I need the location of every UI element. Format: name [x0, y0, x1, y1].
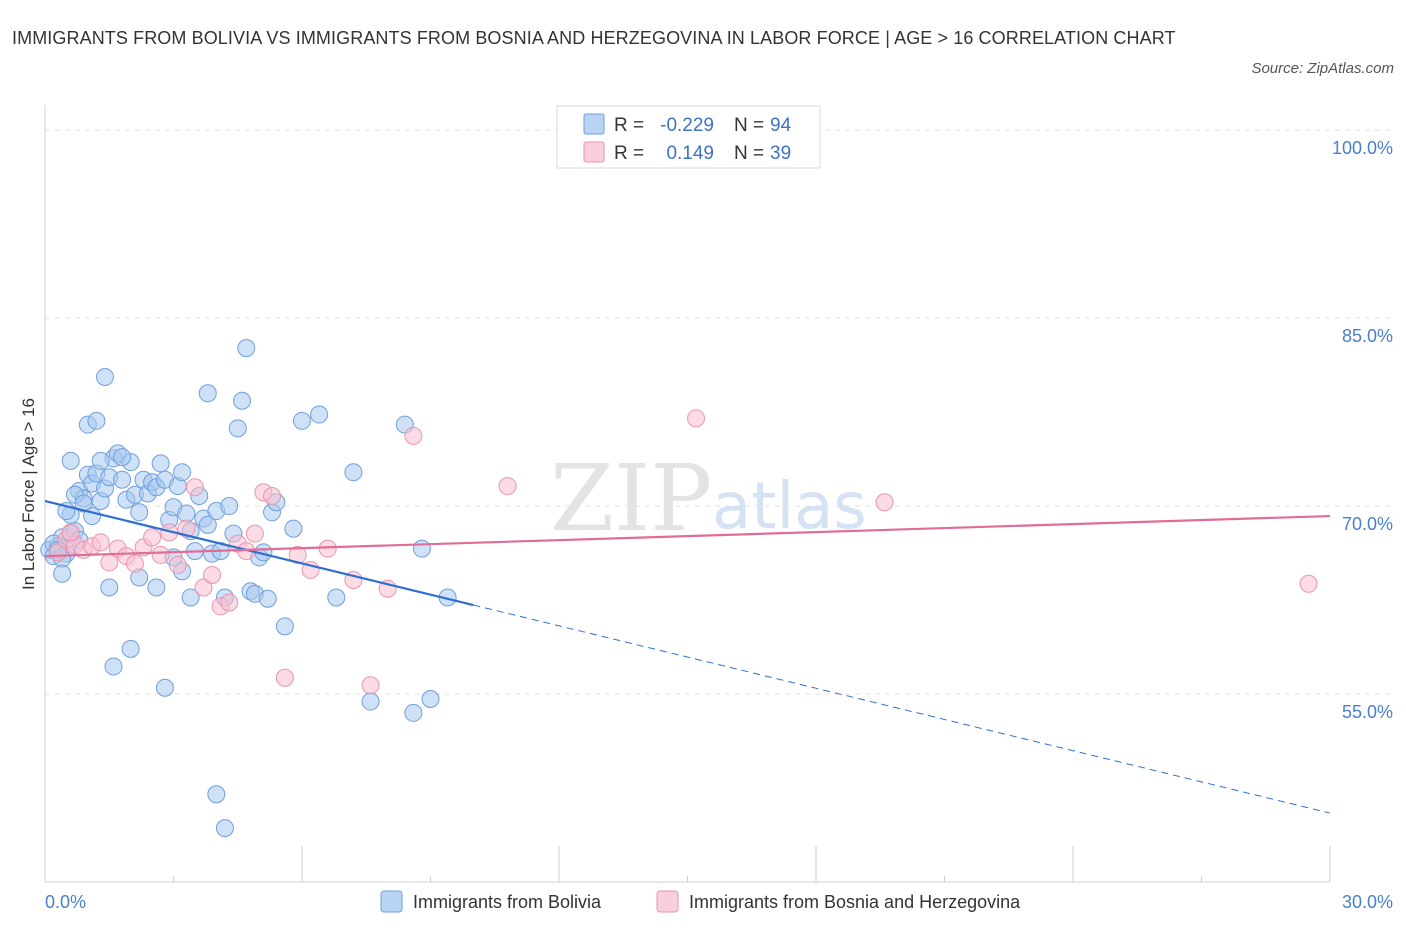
legend-label-bolivia: Immigrants from Bolivia	[413, 892, 602, 912]
bosnia-point	[220, 593, 239, 612]
bolivia-point	[215, 819, 234, 838]
bolivia-point	[421, 690, 440, 709]
bolivia-point	[233, 391, 252, 410]
bosnia-point	[1299, 574, 1318, 593]
bolivia-point	[327, 588, 346, 607]
bolivia-point	[220, 497, 239, 516]
bolivia-point	[293, 411, 311, 430]
bosnia-point	[91, 533, 110, 552]
bolivia-point	[207, 785, 226, 804]
stats-swatch-bosnia	[583, 141, 605, 163]
stats-n-value-bosnia: 39	[770, 143, 791, 164]
stats-box: R = -0.229 N = 94 R = 0.149 N = 39	[556, 105, 821, 169]
legend: Immigrants from Bolivia Immigrants from …	[380, 890, 1021, 913]
watermark-zip: ZIP	[550, 445, 712, 552]
stats-r-value-bosnia: 0.149	[666, 143, 714, 164]
bolivia-point	[87, 411, 106, 430]
bosnia-point	[61, 523, 80, 542]
bosnia-trend-line	[44, 514, 1331, 558]
bosnia-point	[361, 676, 380, 695]
bosnia-point	[203, 565, 222, 584]
bolivia-point	[53, 564, 72, 583]
bolivia-point	[198, 384, 217, 403]
stats-n-value-bolivia: 94	[770, 115, 792, 136]
x-tick-label-max: 30.0%	[1342, 892, 1393, 912]
legend-swatch-bosnia	[656, 890, 679, 913]
x-tick-label-min: 0.0%	[45, 892, 86, 912]
bolivia-point	[113, 448, 132, 467]
bosnia-point	[245, 524, 264, 543]
bolivia-point	[275, 617, 294, 636]
bolivia-point	[310, 405, 329, 424]
bolivia-point	[361, 692, 380, 711]
bolivia-point	[181, 588, 200, 607]
bolivia-point	[95, 367, 114, 386]
bosnia-point	[194, 578, 213, 597]
bolivia-point	[100, 578, 119, 597]
bolivia-point	[104, 657, 123, 676]
chart-title: IMMIGRANTS FROM BOLIVIA VS IMMIGRANTS FR…	[12, 28, 1176, 48]
bolivia-point	[74, 494, 93, 513]
bolivia-trend-extension	[473, 604, 1331, 814]
bosnia-point	[125, 554, 144, 573]
bosnia-point	[318, 539, 337, 558]
bolivia-point	[258, 589, 277, 608]
y-tick-label: 70.0%	[1342, 514, 1393, 534]
bolivia-point	[284, 519, 303, 538]
x-ticks	[44, 846, 1331, 882]
legend-swatch-bolivia	[380, 890, 403, 913]
grid-lines	[45, 129, 1393, 695]
stats-n-label-bosnia: N =	[734, 143, 764, 164]
bolivia-point	[113, 470, 132, 489]
bolivia-point	[121, 639, 140, 658]
bosnia-point	[404, 426, 423, 445]
bolivia-point	[130, 503, 149, 522]
stats-n-label-bolivia: N =	[734, 115, 764, 136]
bosnia-point	[498, 476, 517, 495]
stats-r-label-bolivia: R =	[614, 115, 644, 136]
bolivia-point	[147, 578, 166, 597]
bolivia-point	[412, 539, 431, 558]
bolivia-point	[177, 504, 196, 523]
bosnia-point	[263, 487, 282, 506]
bosnia-point	[168, 555, 187, 574]
bosnia-point	[275, 668, 294, 687]
y-tick-label: 85.0%	[1342, 326, 1393, 346]
y-tick-label: 100.0%	[1332, 138, 1393, 158]
bosnia-point	[875, 493, 894, 512]
bolivia-trend-line	[44, 499, 474, 607]
bolivia-point	[344, 463, 363, 482]
bolivia-point	[173, 463, 192, 482]
bolivia-point	[404, 703, 423, 722]
trend-lines	[44, 499, 1331, 814]
bolivia-point	[151, 454, 170, 473]
stats-r-value-bolivia: -0.229	[660, 115, 714, 136]
bosnia-point	[185, 478, 204, 497]
bolivia-point	[228, 419, 247, 438]
bosnia-point	[143, 528, 162, 547]
bolivia-point	[237, 339, 256, 358]
y-tick-labels: 55.0% 70.0% 85.0% 100.0%	[1332, 138, 1393, 722]
stats-swatch-bolivia	[583, 113, 605, 135]
bosnia-point	[687, 409, 706, 428]
y-tick-label: 55.0%	[1342, 702, 1393, 722]
bosnia-point	[177, 519, 196, 538]
bolivia-point	[155, 678, 174, 697]
legend-label-bosnia: Immigrants from Bosnia and Herzegovina	[689, 892, 1021, 912]
stats-r-label-bosnia: R =	[614, 143, 644, 164]
y-axis-label: In Labor Force | Age > 16	[19, 398, 38, 590]
bolivia-point	[61, 451, 80, 470]
bosnia-point	[151, 545, 170, 564]
bolivia-point	[198, 515, 217, 534]
bolivia-point	[91, 451, 110, 470]
source-label: Source: ZipAtlas.com	[1251, 60, 1394, 77]
